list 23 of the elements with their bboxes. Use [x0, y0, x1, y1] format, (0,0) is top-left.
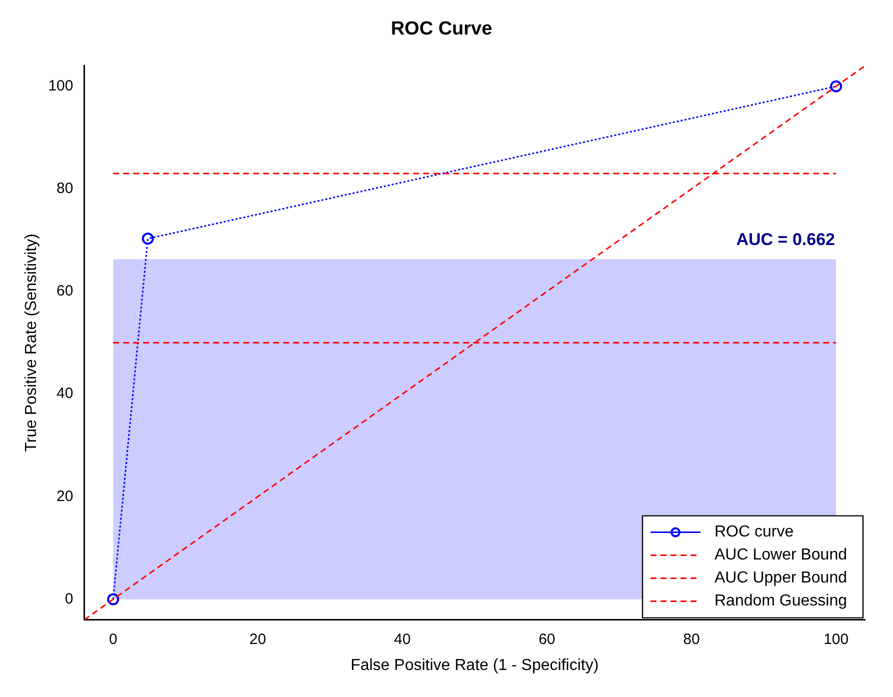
legend-label: Random Guessing [714, 592, 847, 610]
x-tick-label: 0 [108, 630, 118, 648]
annotation: AUC = 0.662 [736, 230, 835, 249]
y-tick-label: 100 [48, 77, 74, 94]
y-tick-label: 80 [56, 180, 74, 198]
legend-label: AUC Lower Bound [714, 546, 847, 564]
y-tick-label: 60 [56, 282, 74, 300]
y-tick-label: 0 [64, 590, 74, 608]
x-axis-title: False Positive Rate (1 - Specificity) [350, 656, 599, 674]
x-tick-label: 80 [683, 630, 700, 648]
legend-label: ROC curve [714, 524, 794, 541]
point [142, 232, 154, 245]
legend-label: AUC Upper Bound [714, 570, 847, 587]
x-tick-label: 100 [824, 630, 849, 648]
x-tick-label: 40 [394, 630, 411, 648]
chart-title: ROC Curve [390, 18, 492, 40]
y-tick-label: 40 [56, 385, 74, 402]
y-tick-label: 20 [56, 488, 74, 505]
point [830, 80, 842, 92]
point [107, 593, 120, 606]
x-tick-label: 20 [249, 630, 266, 648]
y-axis-title: True Positive Rate (Sensitivity) [23, 234, 40, 452]
x-tick-label: 60 [538, 630, 556, 648]
